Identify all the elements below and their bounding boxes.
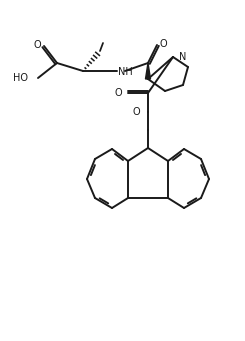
Text: HO: HO — [13, 73, 28, 83]
Polygon shape — [146, 63, 150, 79]
Text: NH: NH — [118, 67, 133, 77]
Text: O: O — [159, 39, 167, 49]
Text: O: O — [132, 107, 140, 117]
Text: O: O — [114, 88, 122, 98]
Text: O: O — [33, 40, 41, 50]
Text: N: N — [179, 52, 186, 62]
